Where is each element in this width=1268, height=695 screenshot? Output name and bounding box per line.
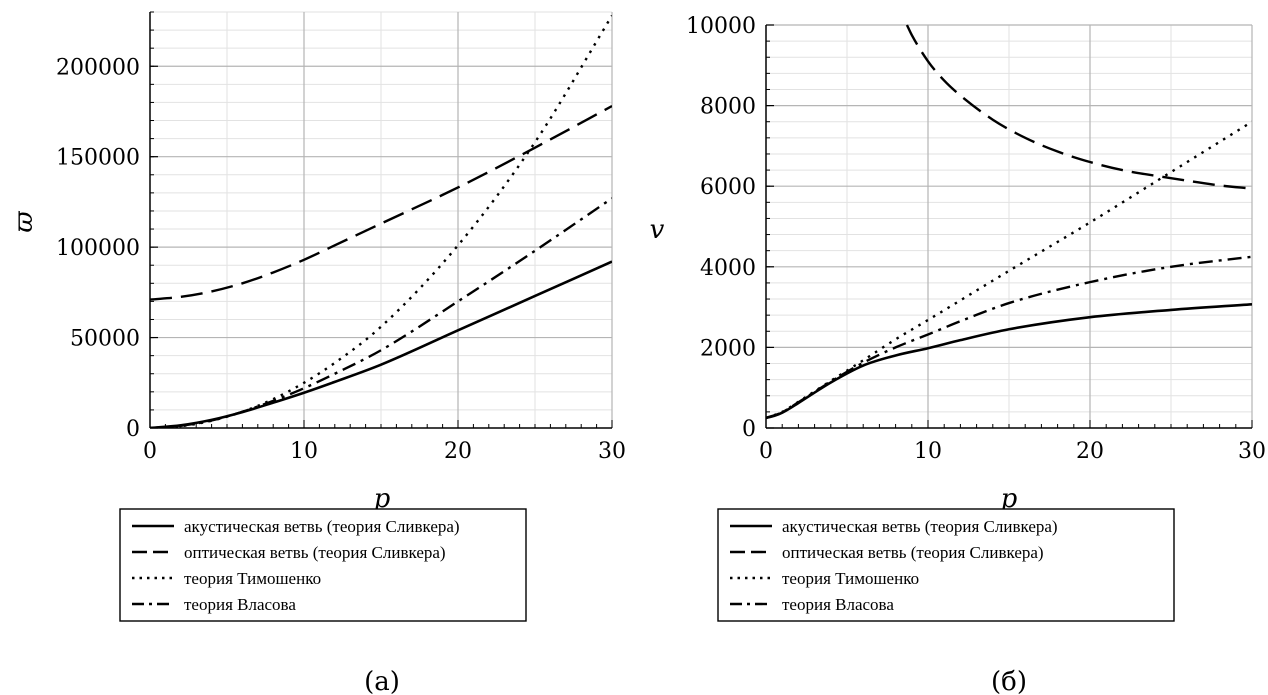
panel-a-chart: 0 10 20 30 0 50000 100000 150000 200000 ϖ p акус… — [9, 11, 626, 695]
y-tick-label: 100000 — [56, 236, 140, 261]
series-line-dashdot — [150, 197, 612, 428]
y-tick-label: 200000 — [56, 55, 140, 80]
x-tick-label: 20 — [444, 439, 472, 464]
x-tick-label: 30 — [598, 439, 626, 464]
panel-b-series — [766, 24, 1252, 420]
legend-entry-label: теория Тимошенко — [184, 569, 321, 588]
x-tick-label: 10 — [914, 439, 942, 464]
panel-a-legend: акустическая ветвь (теория Сливкера) опти… — [119, 508, 527, 622]
legend-entry-label: теория Власова — [782, 595, 894, 614]
legend-entry-label: акустическая ветвь (теория Сливкера) — [184, 517, 460, 536]
x-tick-label: 30 — [1238, 439, 1266, 464]
legend-entry-label: оптическая ветвь (теория Сливкера) — [782, 543, 1044, 562]
legend-box — [717, 508, 1175, 622]
panel-a-axes — [149, 11, 613, 429]
y-tick-label: 10000 — [686, 14, 756, 39]
x-tick-label: 10 — [290, 439, 318, 464]
y-tick-label: 8000 — [700, 95, 756, 120]
y-tick-label: 2000 — [700, 336, 756, 361]
panel-a-grid — [150, 11, 613, 428]
panel-b-axes — [765, 24, 1253, 429]
y-tick-label: 6000 — [700, 175, 756, 200]
legend-entry-label: теория Тимошенко — [782, 569, 919, 588]
series-line-solid — [150, 260, 612, 428]
x-tick-label: 20 — [1076, 439, 1104, 464]
series-line-dotted — [766, 120, 1252, 420]
panel-b-caption: (б) — [991, 667, 1027, 695]
x-tick-label: 0 — [759, 439, 773, 464]
legend-entry-label: оптическая ветвь (теория Сливкера) — [184, 543, 446, 562]
x-tick-label: 0 — [143, 439, 157, 464]
series-line-dashed — [905, 24, 1252, 190]
panel-b-tick-labels: 0 10 20 30 0 2000 4000 6000 8000 10000 — [686, 14, 1266, 464]
panel-b-chart: 0 10 20 30 0 2000 4000 6000 8000 10000 v p акусти… — [650, 14, 1266, 695]
legend-entry-label: теория Власова — [184, 595, 296, 614]
panel-a-tick-labels: 0 10 20 30 0 50000 100000 150000 200000 — [56, 55, 626, 464]
legend-entry-label: акустическая ветвь (теория Сливкера) — [782, 517, 1058, 536]
panel-b-y-axis-title: v — [650, 215, 665, 245]
legend-box — [119, 508, 527, 622]
series-line-dashdot — [766, 255, 1252, 420]
panel-a-y-axis-title: ϖ — [9, 211, 39, 233]
panel-b-grid — [766, 24, 1253, 428]
y-tick-label: 4000 — [700, 256, 756, 281]
panel-b-legend: акустическая ветвь (теория Сливкера) опти… — [717, 508, 1175, 622]
y-tick-label: 0 — [742, 417, 756, 442]
panel-a-series — [150, 14, 612, 428]
panel-a-x-axis-title: p — [374, 484, 391, 514]
y-tick-label: 50000 — [70, 327, 140, 352]
y-tick-label: 150000 — [56, 146, 140, 171]
series-line-dashed — [150, 104, 612, 301]
panel-a-caption: (a) — [364, 667, 400, 695]
y-tick-label: 0 — [126, 417, 140, 442]
panel-b-x-axis-title: p — [1001, 484, 1018, 514]
